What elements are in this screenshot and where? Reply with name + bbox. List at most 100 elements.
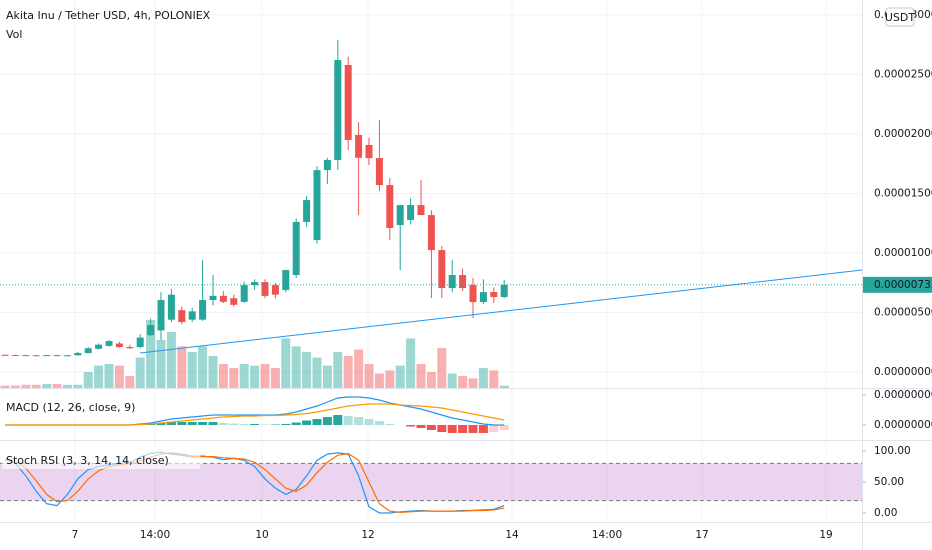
macd-histogram-bar: [447, 425, 457, 433]
volume-bar: [333, 352, 343, 388]
stoch-title: Stoch RSI (3, 3, 14, 14, close): [6, 454, 169, 467]
volume-bar: [416, 364, 426, 388]
macd-histogram-bar: [437, 425, 447, 432]
candle-body: [490, 292, 498, 298]
candle-body: [386, 185, 394, 229]
trend-line[interactable]: [139, 269, 863, 354]
currency-label[interactable]: USDT: [885, 11, 916, 24]
y-tick-label: 0.00000000: [874, 389, 932, 401]
macd-histogram-bar: [322, 417, 332, 425]
label-box: [2, 451, 200, 469]
candle-body: [188, 311, 196, 320]
candle-body: [251, 282, 259, 286]
candle-body: [344, 64, 352, 140]
volume-bar: [489, 370, 499, 388]
macd-histogram-bar: [302, 420, 312, 425]
volume-bar: [114, 365, 124, 388]
last-price-box: [863, 276, 932, 293]
candle-body: [479, 292, 487, 303]
candle-body: [219, 295, 227, 302]
volume-bar: [312, 357, 322, 388]
macd-title: MACD (12, 26, close, 9): [6, 401, 135, 414]
candle-body: [167, 294, 175, 320]
macd-histogram-bar: [343, 416, 353, 425]
volume-bar: [447, 373, 457, 388]
volume-bar: [135, 357, 145, 388]
x-tick-label: 14:00: [592, 529, 622, 541]
volume-bar: [146, 320, 156, 388]
macd-histogram-bar: [468, 425, 478, 433]
volume-bar: [302, 352, 312, 388]
macd-histogram-bar: [218, 423, 228, 425]
candle-body: [178, 310, 186, 323]
candle-body: [230, 298, 238, 305]
candle-body: [95, 344, 103, 349]
volume-bar: [437, 348, 447, 388]
volume-bar: [250, 365, 260, 388]
y-tick-label: 0.00000500: [874, 307, 932, 319]
chart-title: Akita Inu / Tether USD, 4h, POLONIEX: [6, 9, 211, 22]
candle-body: [261, 282, 269, 296]
label-box: [2, 398, 150, 416]
candle-body: [32, 355, 40, 357]
macd-histogram-bar: [187, 422, 197, 425]
candle-body: [365, 144, 373, 159]
volume-bar: [260, 364, 270, 388]
volume-bar: [478, 368, 488, 388]
volume-bar: [354, 349, 364, 388]
volume-bar: [468, 378, 478, 388]
macd-histogram-bar: [333, 415, 343, 425]
volume-bar: [166, 332, 176, 388]
macd-histogram-bar: [177, 422, 187, 425]
grid: [0, 0, 866, 522]
macd-histogram-bar: [478, 425, 488, 433]
candle-body: [313, 170, 321, 241]
volume-bar: [31, 384, 41, 388]
candle-body: [303, 200, 311, 222]
candle-body: [115, 343, 123, 348]
x-tick-label: 17: [695, 529, 708, 541]
candle-body: [459, 275, 467, 289]
candle-body: [396, 205, 404, 226]
volume-bar: [156, 340, 166, 388]
volume-bar: [62, 384, 72, 388]
x-tick-label: 12: [361, 529, 374, 541]
macd-histogram-bar: [489, 425, 499, 432]
candle-body: [105, 341, 113, 346]
y-tick-label: 0.00000000: [874, 366, 932, 378]
volume-bar: [83, 372, 93, 388]
macd-histogram-bar: [198, 422, 208, 425]
candle-body: [448, 275, 456, 289]
volume-label: Vol: [6, 28, 22, 41]
macd-histogram-bar: [239, 424, 249, 425]
volume-bar: [499, 385, 509, 388]
y-tick-label: 0.00: [874, 507, 897, 519]
macd-histogram-bar: [426, 425, 436, 430]
y-tick-label: 0.00001000: [874, 247, 932, 259]
volume-bar: [364, 364, 374, 388]
candle-body: [469, 285, 477, 303]
volume-bar: [73, 384, 83, 388]
candle-body: [136, 337, 144, 348]
candle-body: [199, 300, 207, 320]
candle-body: [74, 353, 82, 356]
macd-histogram-bar: [499, 425, 509, 430]
y-tick-label: 50.00: [874, 476, 904, 488]
currency-button[interactable]: [885, 7, 915, 27]
macd-histogram-bar: [229, 423, 239, 425]
volume-bar: [198, 346, 208, 388]
x-tick-label: 10: [255, 529, 268, 541]
macd-histogram-bar: [385, 424, 395, 425]
volume-bar: [21, 384, 31, 388]
candle-body: [22, 355, 30, 357]
volume-bar: [177, 346, 187, 388]
volume-bar: [10, 385, 20, 388]
volume-bar: [94, 365, 104, 388]
volume-bar: [426, 372, 436, 388]
candle-body: [500, 284, 508, 298]
volume-bar: [385, 370, 395, 388]
candle-body: [407, 205, 415, 221]
macd-histogram-bar: [260, 424, 270, 425]
macd-histogram-bar: [364, 419, 374, 425]
